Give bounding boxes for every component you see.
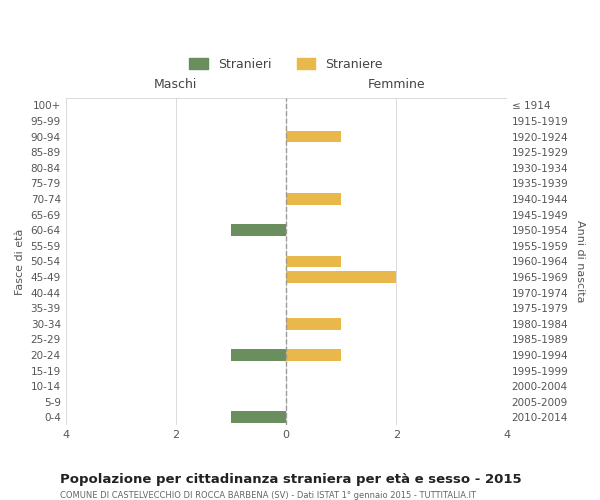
Bar	[286, 131, 341, 142]
Text: COMUNE DI CASTELVECCHIO DI ROCCA BARBENA (SV) - Dati ISTAT 1° gennaio 2015 - TUT: COMUNE DI CASTELVECCHIO DI ROCCA BARBENA…	[60, 491, 476, 500]
Y-axis label: Fasce di età: Fasce di età	[15, 228, 25, 294]
Text: Popolazione per cittadinanza straniera per età e sesso - 2015: Popolazione per cittadinanza straniera p…	[60, 472, 521, 486]
Bar	[231, 224, 286, 236]
Bar	[286, 318, 341, 330]
Bar	[286, 256, 341, 267]
Bar	[286, 271, 397, 283]
Bar	[286, 193, 341, 205]
Bar	[231, 349, 286, 361]
Y-axis label: Anni di nascita: Anni di nascita	[575, 220, 585, 302]
Bar	[231, 412, 286, 423]
Bar	[286, 349, 341, 361]
Text: Femmine: Femmine	[368, 78, 425, 91]
Text: Maschi: Maschi	[154, 78, 197, 91]
Legend: Stranieri, Straniere: Stranieri, Straniere	[190, 58, 383, 71]
